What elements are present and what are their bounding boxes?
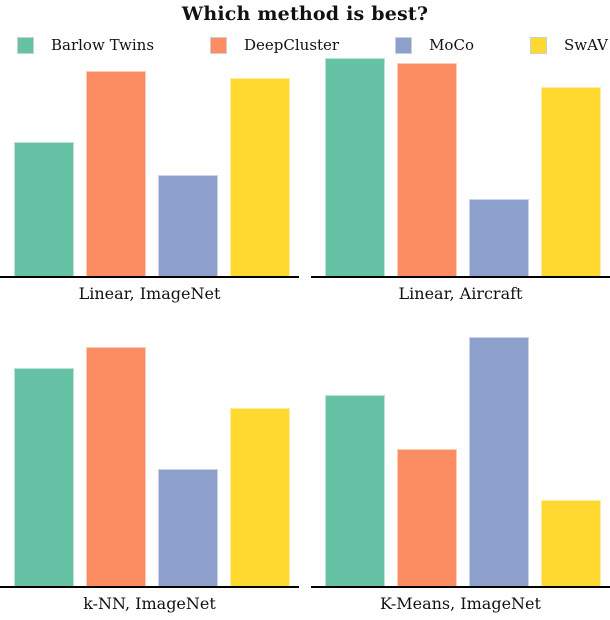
bar-barlow-twins: [14, 368, 74, 586]
subplot-linear-imagenet: Linear, ImageNet: [0, 56, 299, 304]
legend-item-swav: SwAV: [529, 36, 608, 54]
chart-title: Which method is best?: [181, 3, 429, 25]
bar-swav: [541, 87, 601, 276]
plot-area-k-means-imagenet: [311, 332, 610, 588]
bar-swav: [541, 500, 601, 586]
legend-swatch-swav: [529, 36, 547, 54]
legend-swatch-moco: [395, 36, 413, 54]
legend-label: DeepCluster: [244, 36, 340, 54]
bar-barlow-twins: [14, 142, 74, 276]
bar-moco: [158, 175, 218, 276]
legend-item-moco: MoCo: [395, 36, 474, 54]
legend-label: MoCo: [429, 36, 474, 54]
bar-barlow-twins: [325, 395, 385, 586]
bar-deepcluster: [86, 347, 146, 586]
subplot-row-bottom: k-NN, ImageNet K-Means, ImageNet: [0, 332, 610, 614]
subplot-row-top: Linear, ImageNet Linear, Aircraft: [0, 56, 610, 304]
plot-area-k-nn-imagenet: [0, 332, 299, 588]
legend-item-deepcluster: DeepCluster: [210, 36, 339, 54]
bar-deepcluster: [397, 63, 457, 276]
bar-barlow-twins: [325, 58, 385, 276]
bar-moco: [158, 469, 218, 586]
bar-deepcluster: [86, 71, 146, 276]
xaxis-label: K-Means, ImageNet: [380, 594, 541, 613]
xaxis-label: Linear, ImageNet: [78, 284, 221, 303]
subplot-k-means-imagenet: K-Means, ImageNet: [311, 332, 610, 614]
legend-item-barlow-twins: Barlow Twins: [17, 36, 154, 54]
subplot-k-nn-imagenet: k-NN, ImageNet: [0, 332, 299, 614]
subplot-linear-aircraft: Linear, Aircraft: [311, 56, 610, 304]
bar-swav: [230, 78, 290, 276]
bar-moco: [469, 337, 529, 586]
xaxis-label: k-NN, ImageNet: [83, 594, 216, 613]
bar-deepcluster: [397, 449, 457, 586]
plot-area-linear-imagenet: [0, 56, 299, 278]
bar-swav: [230, 408, 290, 586]
legend-label: Barlow Twins: [51, 36, 155, 54]
legend-swatch-barlow-twins: [17, 36, 34, 54]
bar-moco: [469, 199, 529, 276]
legend-label: SwAV: [563, 36, 608, 54]
legend: Barlow Twins DeepCluster MoCo SwAV: [0, 27, 610, 55]
plot-area-linear-aircraft: [311, 56, 610, 278]
legend-swatch-deepcluster: [210, 36, 228, 54]
xaxis-label: Linear, Aircraft: [398, 284, 523, 303]
